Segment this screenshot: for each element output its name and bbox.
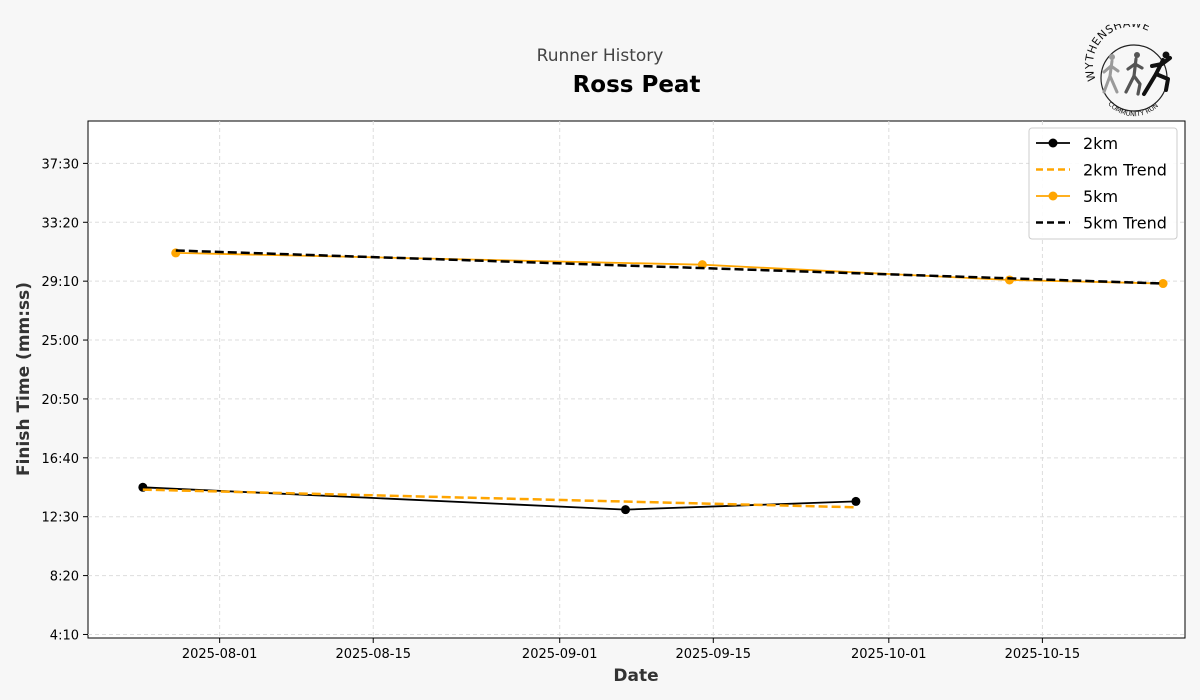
x-tick-label-2025-08-01: 2025-08-01 (182, 647, 258, 662)
axes: 2025-08-01 2025-08-15 2025-09-01 2025-09-15… (42, 157, 1081, 662)
legend-marker-5km (1048, 191, 1058, 201)
chart-title: Ross Peat (572, 72, 701, 98)
x-tick-label-2025-09-01: 2025-09-01 (522, 647, 598, 662)
x-tick-label-2025-09-15: 2025-09-15 (676, 647, 752, 662)
plot-area (87, 120, 1186, 639)
x-tick-label-2025-10-15: 2025-10-15 (1005, 647, 1081, 662)
legend-label-5km: 5km (1083, 187, 1118, 206)
legend-label-2km-trend: 2km Trend (1083, 161, 1167, 180)
legend-label-2km: 2km (1083, 134, 1118, 153)
legend-label-5km-trend: 5km Trend (1083, 214, 1167, 233)
series-line-5km-trend (175, 249, 1164, 285)
y-tick-label-8-20: 8:20 (50, 570, 79, 585)
x-tick-label-2025-08-15: 2025-08-15 (335, 647, 411, 662)
legend-marker-2km (1048, 138, 1058, 148)
legend: 2km 2km Trend 5km 5km Trend (1028, 127, 1178, 240)
y-tick-label-29-10: 29:10 (42, 275, 79, 290)
y-tick-label-4-10: 4:10 (50, 628, 79, 643)
x-tick-label-2025-10-01: 2025-10-01 (851, 647, 927, 662)
chart-subtitle: Runner History (536, 46, 664, 66)
y-tick-label-37-30: 37:30 (42, 157, 79, 172)
y-tick-label-33-20: 33:20 (42, 216, 79, 231)
data-point-5km (1158, 279, 1168, 289)
y-tick-label-20-50: 20:50 (42, 393, 79, 408)
y-tick-label-12-30: 12:30 (42, 511, 79, 526)
y-tick-label-25-00: 25:00 (42, 334, 79, 349)
data-point-5km (1004, 275, 1014, 285)
x-axis-title: Date (613, 666, 658, 686)
data-point-2km (621, 505, 631, 515)
grid (88, 121, 1185, 638)
data-point-2km (851, 496, 861, 506)
y-tick-label-16-40: 16:40 (42, 452, 79, 467)
series-line-2km-trend (142, 488, 856, 509)
y-axis-title: Finish Time (mm:ss) (14, 282, 34, 476)
series (138, 248, 1168, 515)
runners-logo-icon: WYTHENSHAWE COMMUNITY RUN (1084, 24, 1172, 118)
legend-box (1028, 127, 1178, 240)
